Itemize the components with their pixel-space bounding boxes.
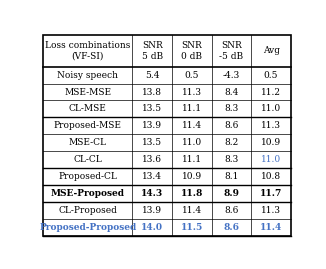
Text: 11.0: 11.0 [182, 139, 202, 147]
Text: SNR
5 dB: SNR 5 dB [142, 41, 163, 61]
Text: 13.4: 13.4 [142, 172, 162, 181]
Text: -4.3: -4.3 [223, 70, 240, 80]
Text: 11.3: 11.3 [261, 206, 281, 215]
Text: 11.0: 11.0 [261, 155, 281, 164]
Text: 8.3: 8.3 [224, 155, 239, 164]
Text: 8.6: 8.6 [223, 223, 240, 232]
Text: CL-MSE: CL-MSE [69, 104, 107, 114]
Text: 14.3: 14.3 [141, 189, 163, 198]
Text: SNR
-5 dB: SNR -5 dB [219, 41, 244, 61]
Text: 11.1: 11.1 [182, 104, 202, 114]
Text: 11.1: 11.1 [182, 155, 202, 164]
Text: Proposed-Proposed: Proposed-Proposed [39, 223, 137, 232]
Text: Noisy speech: Noisy speech [57, 70, 118, 80]
Text: 13.5: 13.5 [142, 104, 162, 114]
Text: Avg: Avg [262, 47, 280, 55]
Text: Proposed-MSE: Proposed-MSE [54, 122, 122, 130]
Text: 11.7: 11.7 [260, 189, 282, 198]
Text: 11.3: 11.3 [261, 122, 281, 130]
Text: 11.5: 11.5 [181, 223, 203, 232]
Text: MSE-MSE: MSE-MSE [64, 87, 111, 97]
Text: 8.9: 8.9 [223, 189, 240, 198]
Text: 11.4: 11.4 [182, 122, 202, 130]
Text: 8.4: 8.4 [224, 87, 239, 97]
Text: 10.9: 10.9 [261, 139, 281, 147]
Text: 8.6: 8.6 [224, 206, 239, 215]
Text: CL-CL: CL-CL [73, 155, 102, 164]
Text: 11.2: 11.2 [261, 87, 281, 97]
Text: SNR
0 dB: SNR 0 dB [181, 41, 202, 61]
Text: 10.9: 10.9 [182, 172, 202, 181]
Text: 0.5: 0.5 [185, 70, 199, 80]
Text: 13.9: 13.9 [142, 122, 162, 130]
Text: 11.3: 11.3 [182, 87, 202, 97]
Text: 10.8: 10.8 [261, 172, 281, 181]
Text: 0.5: 0.5 [264, 70, 278, 80]
Text: Loss combinations
(VF-SI): Loss combinations (VF-SI) [45, 41, 130, 61]
Text: 8.1: 8.1 [224, 172, 239, 181]
Text: 11.4: 11.4 [182, 206, 202, 215]
Text: 11.4: 11.4 [260, 223, 282, 232]
Text: MSE-CL: MSE-CL [69, 139, 107, 147]
Text: 5.4: 5.4 [145, 70, 159, 80]
Text: 11.8: 11.8 [181, 189, 203, 198]
Text: CL-Proposed: CL-Proposed [58, 206, 117, 215]
Text: 8.3: 8.3 [224, 104, 239, 114]
Text: Proposed-CL: Proposed-CL [58, 172, 117, 181]
Text: MSE-Proposed: MSE-Proposed [51, 189, 125, 198]
Text: 8.2: 8.2 [224, 139, 239, 147]
Text: 13.8: 13.8 [142, 87, 162, 97]
Text: 13.5: 13.5 [142, 139, 162, 147]
Text: 8.6: 8.6 [224, 122, 239, 130]
Text: 13.6: 13.6 [142, 155, 162, 164]
Text: 14.0: 14.0 [141, 223, 163, 232]
Text: 11.0: 11.0 [261, 104, 281, 114]
Text: 13.9: 13.9 [142, 206, 162, 215]
